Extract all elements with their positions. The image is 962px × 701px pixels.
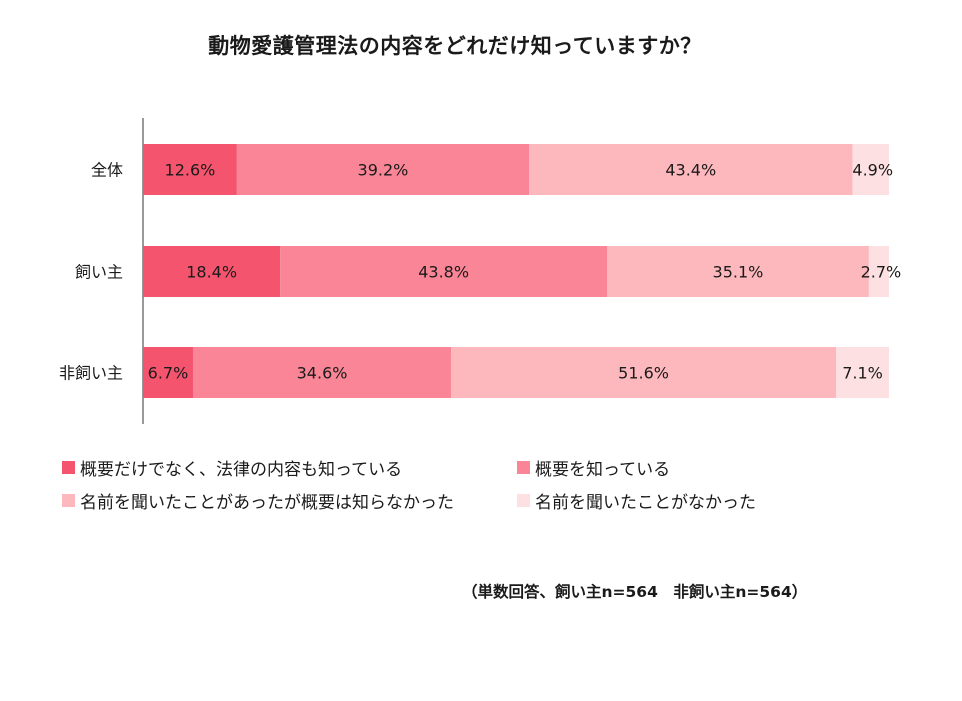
legend-label-1: 概要を知っている [535,460,671,480]
category-label: 飼い主 [75,263,123,282]
legend-item-0: 概要だけでなく、法律の内容も知っている [62,455,402,480]
data-label: 2.7% [861,263,902,282]
bar-segment [529,144,853,195]
legend-label-3: 名前を聞いたことがなかった [535,493,756,513]
sample-size-note: （単数回答、飼い主n=564 非飼い主n=564） [462,583,808,601]
data-label: 35.1% [713,263,764,282]
legend-label-0: 概要だけでなく、法律の内容も知っている [80,460,403,480]
bar-segment [143,246,281,297]
legend-swatch-2 [62,494,75,507]
legend-item-2: 名前を聞いたことがあったが概要は知らなかった [62,488,454,513]
data-label: 43.8% [418,263,469,282]
data-label: 7.1% [842,364,883,383]
bar-segment [836,347,889,398]
bar-segment [143,144,237,195]
data-label: 43.4% [665,161,716,180]
bar-segment [451,347,837,398]
data-label: 4.9% [852,161,893,180]
bar-segment [868,246,889,297]
bar-segment [607,246,869,297]
bar-segment [192,347,452,398]
legend-item-3: 名前を聞いたことがなかった [517,488,756,513]
data-label: 39.2% [358,161,409,180]
bar-segment [236,144,530,195]
bar-segment [280,246,608,297]
legend-swatch-1 [517,461,530,474]
data-label: 51.6% [618,364,669,383]
data-label: 34.6% [297,364,348,383]
data-label: 12.6% [165,161,216,180]
legend-label-2: 名前を聞いたことがあったが概要は知らなかった [80,493,454,513]
category-label: 非飼い主 [59,364,123,383]
data-label: 6.7% [148,364,189,383]
chart-title: 動物愛護管理法の内容をどれだけ知っていますか？ [208,34,702,58]
legend-item-1: 概要を知っている [517,455,670,480]
data-label: 18.4% [186,263,237,282]
bar-segment [852,144,889,195]
legend-swatch-3 [517,494,530,507]
legend-swatch-0 [62,461,75,474]
category-label: 全体 [91,161,123,180]
bar-segment [143,347,193,398]
bar-chart: 全体 12.6% 39.2% 43.4% 4.9% 飼い主 18.4% 43.8% 35.1% 2… [59,118,902,424]
